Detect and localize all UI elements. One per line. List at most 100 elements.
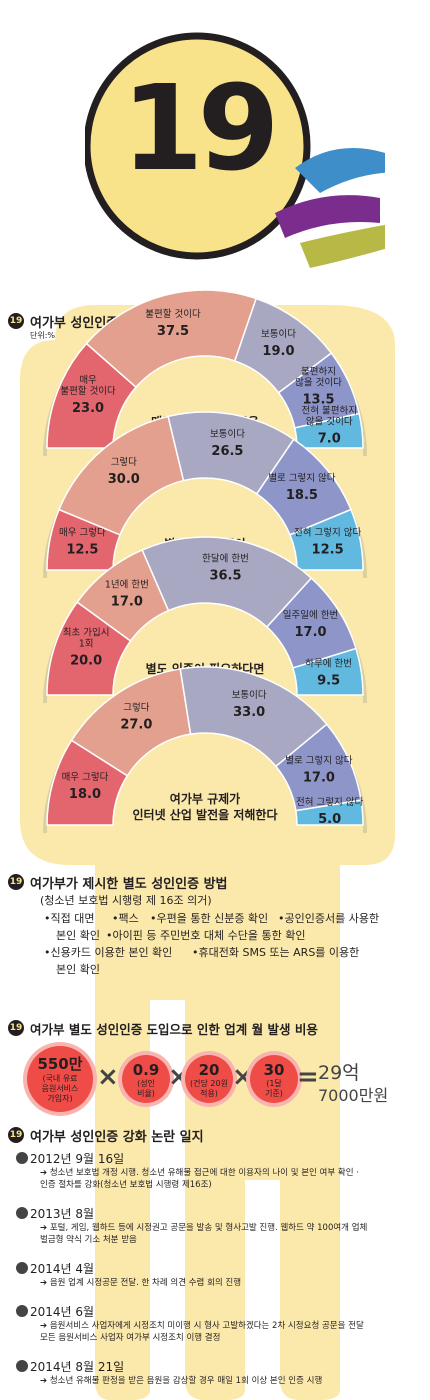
method-item: 본인 확인 bbox=[56, 963, 100, 976]
slice-value: 5.0 bbox=[318, 812, 341, 827]
slice-value: 7.0 bbox=[318, 431, 341, 446]
slice-value: 27.0 bbox=[120, 718, 152, 733]
logo-ribbon-blue bbox=[295, 148, 385, 193]
timeline-date: 2014년 6월 bbox=[30, 1305, 95, 1319]
clock-icon bbox=[16, 1262, 28, 1274]
section1-badge: 19 bbox=[8, 313, 24, 329]
chart-title: 인터넷 산업 발전을 저해한다 bbox=[132, 807, 277, 822]
slice-value: 18.5 bbox=[286, 488, 318, 503]
slice-label: 보통이다 bbox=[210, 429, 245, 440]
timeline-text: ➔ 음원서비스 사업자에게 시정조치 미이행 시 형사 고발하겠다는 2차 시정… bbox=[40, 1321, 364, 1331]
slice-label: 그렇다 bbox=[111, 457, 137, 468]
method-item: •휴대전화 SMS 또는 ARS를 이용한 bbox=[192, 946, 360, 959]
timeline-date: 2013년 8월 bbox=[30, 1207, 95, 1221]
slice-label: 일주일에 한번 bbox=[283, 610, 338, 621]
logo-ribbon-olive bbox=[300, 224, 385, 268]
clock-icon bbox=[16, 1207, 28, 1219]
slice-value: 12.5 bbox=[66, 543, 98, 558]
timeline-text: ➔ 음원 업계 시정공문 전달. 한 차례 의견 수렴 회의 진행 bbox=[40, 1278, 242, 1288]
method-item: •신용카드 이용한 본인 확인 bbox=[44, 946, 173, 959]
logo-ribbon-purple bbox=[275, 195, 380, 238]
logo: 19 bbox=[85, 28, 385, 268]
slice-label: 전혀 그렇지 않다 bbox=[294, 528, 361, 539]
slice-label: 불편할 것이다 bbox=[60, 385, 116, 397]
section2-title: 여가부가 제시한 별도 성인인증 방법 bbox=[30, 877, 228, 892]
timeline-date: 2014년 8월 21일 bbox=[30, 1360, 125, 1374]
slice-label: 불편할 것이다 bbox=[145, 308, 201, 320]
section2-subtitle: (청소년 보호법 시행령 제 16조 의거) bbox=[40, 894, 212, 907]
equals-sign: = bbox=[297, 1062, 319, 1092]
timeline-text: ➔ 청소년 유해물 판정을 받은 음원을 감상할 경우 매일 1회 이상 본인 … bbox=[40, 1376, 323, 1386]
slice-label: 불편하지 bbox=[301, 366, 336, 378]
slice-label: 매우 그렇다 bbox=[62, 772, 109, 783]
method-item: •직접 대면 bbox=[44, 912, 95, 925]
method-item: •팩스 bbox=[112, 912, 139, 925]
method-item: •아이핀 등 주민번호 대체 수단을 통한 확인 bbox=[106, 929, 306, 942]
slice-label: 않을 것이다 bbox=[295, 378, 342, 389]
slice-label: 1년에 한번 bbox=[105, 579, 149, 590]
chart-title: 여가부 규제가 bbox=[170, 791, 240, 806]
slice-label: 보통이다 bbox=[232, 690, 267, 701]
slice-value: 26.5 bbox=[211, 444, 243, 459]
clock-icon bbox=[16, 1360, 28, 1372]
cost-factor-days: 30 (1달 기준) bbox=[250, 1055, 298, 1103]
slice-label: 않을 것이다 bbox=[306, 416, 353, 427]
slice-label: 매우 그렇다 bbox=[59, 528, 106, 539]
cost-result-line1: 29억 bbox=[318, 1062, 360, 1084]
times-sign: × bbox=[232, 1062, 254, 1092]
slice-label: 하루에 한번 bbox=[305, 657, 352, 669]
times-sign: × bbox=[97, 1062, 119, 1092]
timeline-text: 인증 절차를 강화(청소년 보호법 시행령 제16조) bbox=[40, 1180, 212, 1190]
timeline-text: 벌금형 약식 기소 처분 받음 bbox=[40, 1235, 137, 1245]
chart-slice bbox=[295, 799, 364, 826]
slice-value: 37.5 bbox=[157, 324, 189, 339]
section3-title: 여가부 별도 성인인증 도입으로 인한 업계 월 발생 비용 bbox=[30, 1022, 318, 1037]
slice-value: 36.5 bbox=[209, 569, 241, 584]
slice-value: 17.0 bbox=[303, 771, 335, 786]
slice-label: 보통이다 bbox=[261, 329, 296, 340]
method-item: 본인 확인 bbox=[56, 929, 100, 942]
slice-value: 19.0 bbox=[262, 344, 294, 359]
slice-label: 별로 그렇지 않다 bbox=[268, 473, 335, 484]
slice-value: 20.0 bbox=[70, 653, 102, 668]
method-item: •우편을 통한 신분증 확인 bbox=[150, 912, 269, 925]
slice-value: 17.0 bbox=[295, 625, 327, 640]
timeline-date: 2014년 4월 bbox=[30, 1262, 95, 1276]
slice-value: 13.5 bbox=[302, 393, 334, 408]
section2-badge: 19 bbox=[8, 874, 24, 890]
cost-result-line2: 7000만원 bbox=[318, 1086, 389, 1105]
slice-label: 최초 가입시 bbox=[63, 626, 110, 638]
clock-icon bbox=[16, 1305, 28, 1317]
chart-slice bbox=[289, 508, 364, 571]
slice-label: 전혀 그렇지 않다 bbox=[296, 797, 363, 808]
slice-label: 별로 그렇지 않다 bbox=[285, 756, 352, 767]
method-item: •공인인증서를 사용한 bbox=[278, 912, 380, 925]
section4-badge: 19 bbox=[8, 1127, 24, 1143]
times-sign: × bbox=[168, 1062, 190, 1092]
cost-factor-subscribers: 550만 (국내 유료 음원서비스 가입자) bbox=[27, 1046, 93, 1112]
section3-badge: 19 bbox=[8, 1020, 24, 1036]
slice-label: 1회 bbox=[79, 638, 94, 649]
clock-icon bbox=[16, 1152, 28, 1164]
section1-unit: 단위:% bbox=[30, 331, 56, 340]
logo-number: 19 bbox=[121, 59, 279, 197]
slice-label: 전혀 불편하지 bbox=[302, 404, 357, 416]
section4-title: 여가부 성인인증 강화 논란 일지 bbox=[30, 1130, 204, 1145]
cost-factor-adult-ratio: 0.9 (성인 비율) bbox=[122, 1055, 170, 1103]
timeline-text: ➔ 청소년 보호법 개정 시행. 청소년 유해물 접근에 대한 이용자의 나이 … bbox=[40, 1168, 359, 1178]
slice-value: 9.5 bbox=[317, 673, 340, 688]
slice-value: 18.0 bbox=[69, 787, 101, 802]
timeline-text: ➔ 포털, 게임, 웹하드 등에 시정권고 공문을 발송 및 형사고발 진행. … bbox=[40, 1223, 368, 1233]
slice-value: 23.0 bbox=[72, 401, 104, 416]
slice-label: 매우 bbox=[79, 375, 97, 386]
chart-slice bbox=[291, 647, 364, 696]
cost-factor-per-case: 20 (건당 20원 적용) bbox=[185, 1055, 233, 1103]
slice-value: 33.0 bbox=[233, 705, 265, 720]
slice-label: 그렇다 bbox=[123, 703, 149, 714]
slice-value: 17.0 bbox=[111, 594, 143, 609]
slice-label: 한달에 한번 bbox=[202, 553, 249, 565]
slice-value: 30.0 bbox=[108, 472, 140, 487]
timeline-date: 2012년 9월 16일 bbox=[30, 1152, 125, 1166]
slice-value: 12.5 bbox=[312, 543, 344, 558]
